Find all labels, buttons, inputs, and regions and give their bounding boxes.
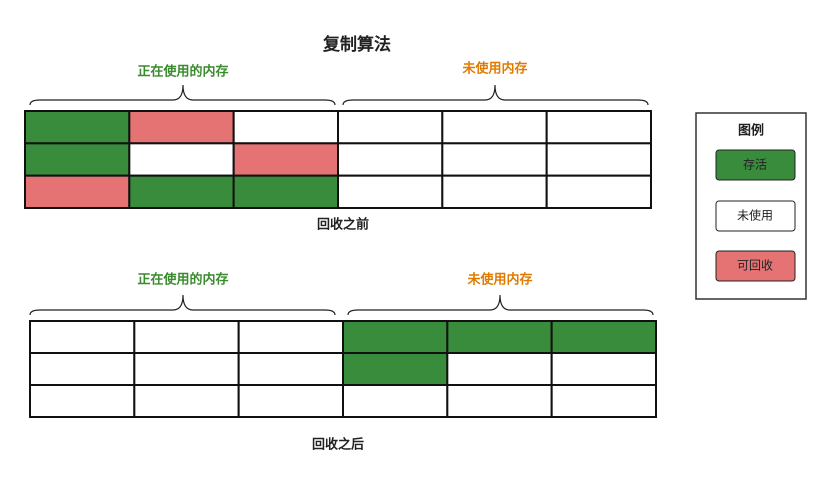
brace [342, 84, 649, 106]
memory-cell [133, 320, 240, 354]
grid-after [29, 320, 658, 418]
memory-cell [446, 320, 553, 354]
used-label: 正在使用的内存 [137, 64, 228, 80]
title: 复制算法 [322, 34, 391, 55]
brace [29, 84, 336, 106]
legend-label: 未使用 [737, 208, 773, 223]
memory-cell [24, 142, 131, 177]
memory-cell [545, 174, 653, 210]
memory-cell [337, 174, 444, 210]
legend-swatch [715, 149, 796, 181]
memory-cell [441, 142, 548, 177]
memory-cell [545, 142, 653, 177]
memory-cell [342, 352, 449, 386]
memory-cell [342, 384, 449, 418]
memory-cell [29, 384, 136, 418]
grid-before [24, 110, 653, 210]
memory-cell [237, 352, 345, 386]
memory-cell [232, 174, 340, 210]
unused-label: 未使用内存 [461, 61, 527, 77]
memory-cell [550, 352, 658, 386]
unused-label: 未使用内存 [466, 272, 532, 288]
memory-cell [441, 174, 548, 210]
memory-cell [128, 142, 235, 177]
memory-cell [237, 320, 345, 354]
memory-cell [29, 352, 136, 386]
legend-title: 图例 [738, 123, 764, 139]
memory-cell [237, 384, 345, 418]
memory-cell [337, 110, 444, 145]
memory-cell [446, 384, 553, 418]
caption: 回收之前 [317, 217, 369, 233]
memory-cell [441, 110, 548, 145]
memory-cell [29, 320, 136, 354]
memory-cell [550, 320, 658, 354]
memory-cell [133, 352, 240, 386]
memory-cell [446, 352, 553, 386]
memory-cell [24, 110, 131, 145]
memory-cell [232, 110, 340, 145]
memory-cell [337, 142, 444, 177]
legend-label: 可回收 [737, 259, 773, 273]
memory-cell [232, 142, 340, 177]
brace [347, 294, 654, 316]
memory-cell [550, 384, 658, 418]
brace [29, 294, 336, 316]
memory-cell [133, 384, 240, 418]
memory-cell [128, 110, 235, 145]
legend-swatch [715, 250, 796, 282]
used-label: 正在使用的内存 [137, 272, 228, 288]
memory-cell [545, 110, 653, 145]
memory-cell [128, 174, 235, 210]
caption: 回收之后 [312, 437, 364, 453]
memory-cell [342, 320, 449, 354]
legend-swatch [715, 200, 796, 232]
legend-label: 存活 [743, 158, 767, 172]
memory-cell [24, 174, 131, 210]
